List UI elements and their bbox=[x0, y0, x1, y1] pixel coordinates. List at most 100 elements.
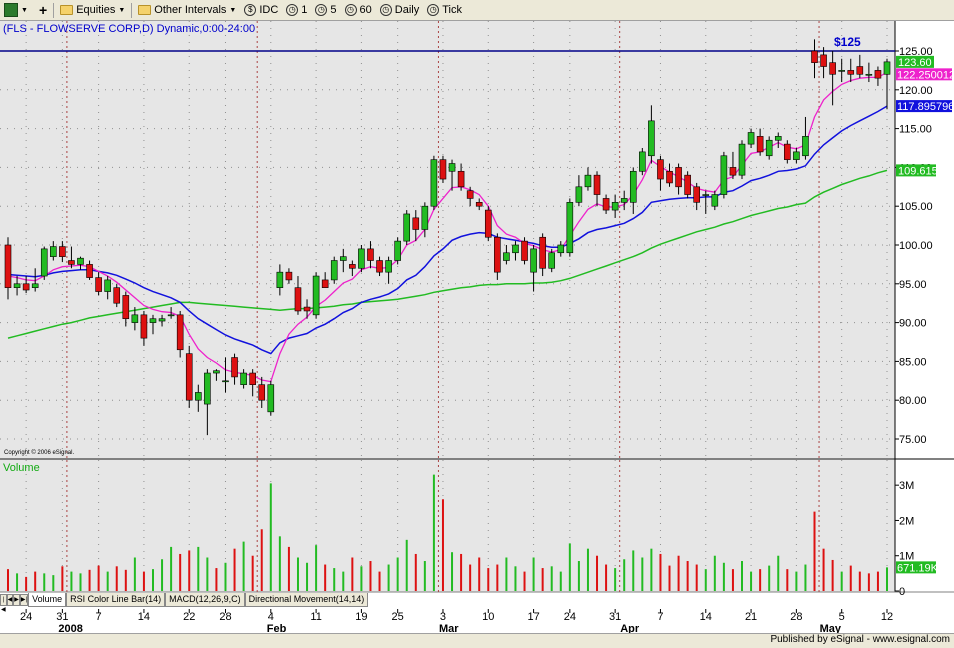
equities-menu[interactable]: Equities ▼ bbox=[56, 1, 129, 20]
dollar-circle-icon: $ bbox=[244, 4, 257, 16]
candle bbox=[693, 182, 701, 211]
candle bbox=[521, 237, 528, 265]
candle bbox=[22, 276, 30, 294]
candle-body bbox=[385, 260, 392, 273]
candle bbox=[13, 276, 21, 296]
candle bbox=[648, 105, 655, 164]
candle-body bbox=[729, 167, 737, 176]
add-button[interactable]: + bbox=[35, 1, 51, 20]
candle bbox=[158, 314, 166, 327]
candle-body bbox=[167, 314, 175, 317]
daily-button[interactable]: ◷ Daily bbox=[376, 1, 423, 20]
candle bbox=[403, 210, 411, 245]
candle bbox=[113, 283, 121, 308]
candle bbox=[503, 245, 510, 265]
candle-body bbox=[439, 159, 447, 180]
candle-body bbox=[403, 213, 411, 242]
date-tick-label: 17 bbox=[527, 611, 539, 623]
interval-60-label: 60 bbox=[359, 4, 372, 16]
tick-button[interactable]: ◷ Tick bbox=[423, 1, 466, 20]
study-tabs: |◀ ◀ ▶ ▶| Volume RSI Color Line Bar(14) … bbox=[0, 593, 369, 613]
candle bbox=[548, 248, 556, 273]
tab-rsi[interactable]: RSI Color Line Bar(14) bbox=[66, 593, 166, 607]
tab-first-button[interactable]: |◀ bbox=[0, 594, 7, 613]
candle bbox=[512, 241, 519, 261]
candle bbox=[684, 171, 691, 199]
candle-body bbox=[530, 248, 537, 273]
month-label: Mar bbox=[439, 623, 459, 635]
date-tick-label: 5 bbox=[839, 611, 845, 623]
date-tick-label: 22 bbox=[183, 611, 195, 623]
candle-body bbox=[321, 279, 329, 288]
candle-body bbox=[802, 136, 809, 157]
idc-button[interactable]: $ IDC bbox=[240, 1, 282, 20]
candle bbox=[475, 198, 483, 211]
candle bbox=[457, 163, 465, 191]
interval-1-button[interactable]: ◷ 1 bbox=[282, 1, 311, 20]
ma-fast-value: 122.250012 bbox=[897, 69, 954, 81]
folder-icon bbox=[60, 5, 74, 15]
candle bbox=[611, 194, 619, 218]
candle-body bbox=[59, 246, 66, 257]
candle-body bbox=[666, 170, 673, 184]
date-tick-label: 24 bbox=[20, 611, 32, 623]
candle-body bbox=[639, 151, 646, 172]
candle-body bbox=[557, 244, 565, 254]
date-axis: 24 31 7 14 22 28 4 11 19 25 3 10 17 24 31 7 14 21 28 5 12 200… bbox=[20, 609, 893, 635]
interval-1-label: 1 bbox=[301, 4, 308, 16]
candle-body bbox=[213, 370, 220, 374]
date-tick-label: 14 bbox=[700, 611, 712, 623]
candle bbox=[539, 233, 546, 277]
tab-macd[interactable]: MACD(12,26,9,C) bbox=[165, 593, 245, 607]
date-tick-label: 3 bbox=[440, 611, 446, 623]
app-logo-button[interactable]: ▼ bbox=[0, 1, 35, 20]
tab-next-button[interactable]: ▶ bbox=[13, 594, 20, 606]
candle-body bbox=[829, 62, 836, 75]
price-tick-label: 115.00 bbox=[899, 124, 932, 136]
tab-directional-movement[interactable]: Directional Movement(14,14) bbox=[244, 593, 369, 607]
last-price-badge: 123.60 bbox=[896, 55, 934, 69]
interval-60-button[interactable]: ◷ 60 bbox=[341, 1, 376, 20]
tab-prev-button[interactable]: ◀ bbox=[6, 594, 14, 606]
date-tick-label: 28 bbox=[219, 611, 231, 623]
candle bbox=[104, 276, 111, 300]
candle-body bbox=[376, 260, 383, 273]
candle-body bbox=[865, 73, 873, 76]
candle-body bbox=[657, 159, 664, 180]
date-tick-label: 24 bbox=[564, 611, 576, 623]
candle bbox=[249, 369, 256, 397]
price-tick-label: 90.00 bbox=[899, 318, 927, 330]
candle bbox=[412, 210, 420, 242]
interval-5-button[interactable]: ◷ 5 bbox=[311, 1, 340, 20]
other-intervals-menu[interactable]: Other Intervals ▼ bbox=[134, 1, 240, 20]
candle bbox=[50, 241, 57, 261]
price-tick-label: 125.00 bbox=[899, 46, 933, 58]
candle bbox=[167, 307, 175, 319]
candle-body bbox=[883, 61, 891, 75]
candle-body bbox=[50, 246, 57, 257]
candle-body bbox=[176, 314, 184, 351]
chart-canvas[interactable]: 125.00120.00115.00110.00105.00100.0095.0… bbox=[0, 21, 954, 648]
last-volume-value: 671.19K bbox=[897, 562, 939, 574]
price-tick-label: 100.00 bbox=[899, 240, 933, 252]
tab-volume[interactable]: Volume bbox=[28, 593, 67, 607]
date-tick-label: 11 bbox=[310, 611, 321, 623]
candle-body bbox=[521, 240, 528, 261]
candle-body bbox=[13, 283, 21, 288]
candle bbox=[820, 47, 827, 79]
candle bbox=[865, 62, 873, 83]
tick-label: Tick bbox=[442, 4, 463, 16]
candle bbox=[439, 155, 447, 183]
tab-last-button[interactable]: ▶| bbox=[19, 594, 29, 606]
candle-body bbox=[793, 151, 800, 160]
date-axis-bg bbox=[0, 609, 954, 633]
candle bbox=[276, 264, 284, 296]
candle-body bbox=[512, 244, 519, 254]
candle-body bbox=[303, 306, 311, 312]
candle-body bbox=[448, 163, 456, 172]
candle bbox=[40, 246, 48, 280]
candle bbox=[394, 237, 401, 265]
price-tick-label: 85.00 bbox=[899, 356, 927, 368]
candle-body bbox=[285, 271, 293, 281]
candle bbox=[176, 310, 184, 358]
